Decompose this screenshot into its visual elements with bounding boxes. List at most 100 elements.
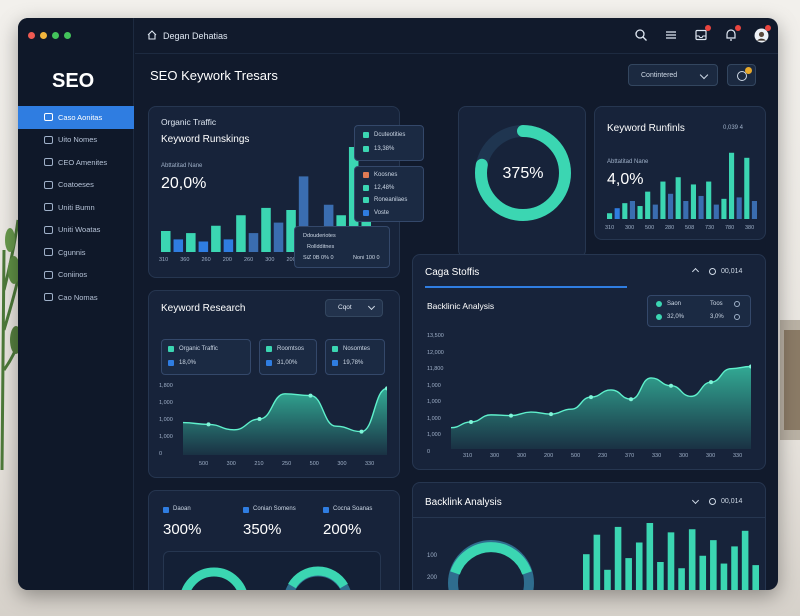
organic-metric-value: 20,0% bbox=[161, 175, 207, 192]
gauge-icon bbox=[44, 113, 53, 122]
notifications-button[interactable] bbox=[694, 25, 711, 42]
organic-1-legend-swatch bbox=[363, 132, 369, 138]
research-x-label: 500 bbox=[309, 461, 319, 467]
caga-y-label: 1,000 bbox=[427, 415, 441, 422]
extra-window-button[interactable] bbox=[64, 32, 71, 39]
backlink-bar bbox=[699, 555, 707, 590]
search-icon[interactable] bbox=[634, 28, 648, 42]
kw-rank-x-label: 508 bbox=[685, 225, 695, 231]
sidebar-item-label: CEO Amenites bbox=[58, 157, 108, 167]
sidebar-item-7[interactable]: Cgunnis bbox=[18, 241, 134, 264]
research-dropdown-value: Cqot bbox=[338, 304, 352, 311]
organic-tooltip: Ddouderiotes Rolldditnes SiZ 0B 0% 0 Non… bbox=[294, 226, 390, 268]
caga-legend-label: Saon bbox=[667, 301, 682, 307]
kw-rank-bar bbox=[729, 152, 735, 219]
kw-rank-bar bbox=[614, 208, 620, 219]
app-window: SEO Caso Aonitas Uito Nomes CEO Amenites Co… bbox=[18, 18, 778, 590]
stat-swatch bbox=[323, 507, 329, 513]
sidebar-item-6[interactable]: Uniti Woatas bbox=[18, 219, 134, 242]
organic-bar bbox=[298, 176, 309, 252]
sidebar-nav: Caso Aonitas Uito Nomes CEO Amenites Coatoe… bbox=[18, 106, 134, 309]
kw-rank-bar bbox=[629, 201, 635, 219]
settings-button[interactable] bbox=[727, 64, 756, 86]
organic-bar bbox=[223, 239, 234, 252]
research-y-label: 1,000 bbox=[159, 417, 173, 423]
organic-2-legend-label: Voste bbox=[374, 209, 390, 216]
caga-x-label: 300 bbox=[490, 453, 500, 459]
sidebar-item-label: Coatoeses bbox=[58, 180, 94, 190]
maximize-window-button[interactable] bbox=[52, 32, 59, 39]
organic-2-legend-row: Roneanilaes bbox=[363, 197, 407, 203]
stats-gauge-1 bbox=[181, 567, 247, 590]
tooltip-row-left: SiZ 0B 0% 0 bbox=[303, 255, 334, 261]
notification-badge bbox=[705, 25, 711, 31]
sidebar-item-4[interactable]: Coatoeses bbox=[18, 174, 134, 197]
sidebar-item-8[interactable]: Coniinos bbox=[18, 264, 134, 287]
view-dropdown[interactable]: Contintered bbox=[628, 64, 718, 86]
kw-rank-x-label: 500 bbox=[645, 225, 655, 231]
stat-swatch bbox=[163, 507, 169, 513]
organic-bar bbox=[348, 147, 359, 252]
tooltip-line: Rolldditnes bbox=[307, 244, 335, 250]
research-legend-label: Organic Traffic bbox=[179, 346, 218, 352]
sidebar-item-2[interactable]: Uito Nomes bbox=[18, 129, 134, 152]
kw-rank-corner: 0,039 4 bbox=[723, 125, 744, 131]
caga-data-point bbox=[469, 419, 473, 424]
research-legend-value: 18,0% bbox=[179, 360, 197, 366]
kw-rank-bar bbox=[713, 204, 719, 219]
organic-bar bbox=[261, 207, 271, 252]
research-dropdown[interactable]: Cqot bbox=[325, 299, 383, 317]
kw-rank-x-label: 380 bbox=[745, 225, 755, 231]
clock-icon bbox=[44, 203, 53, 212]
caga-x-label: 300 bbox=[517, 453, 527, 459]
caga-data-point bbox=[549, 412, 553, 417]
backlink-bar bbox=[646, 523, 654, 590]
sidebar-item-5[interactable]: Uniti Bumn bbox=[18, 196, 134, 219]
caga-area-fill bbox=[451, 366, 751, 449]
research-area-fill bbox=[183, 388, 387, 455]
breadcrumb[interactable]: Degan Dehatias bbox=[163, 31, 228, 41]
research-legend-box: Organic Traffic 18,0% bbox=[161, 339, 251, 375]
bell-icon bbox=[726, 29, 736, 41]
sidebar-item-1[interactable]: Caso Aonitas bbox=[18, 106, 134, 129]
backlink-bar bbox=[583, 554, 590, 590]
organic-1-legend-label: 13,38% bbox=[374, 146, 395, 152]
caga-data-point bbox=[749, 364, 751, 369]
sidebar-item-3[interactable]: CEO Amenites bbox=[18, 151, 134, 174]
chevron-down-icon[interactable] bbox=[691, 496, 700, 505]
caga-y-label: 12,000 bbox=[427, 349, 444, 356]
home-icon[interactable] bbox=[147, 30, 157, 40]
chevron-up-icon[interactable] bbox=[691, 267, 700, 276]
caga-legend-row: 32,0% bbox=[656, 314, 684, 320]
plant-decoration-left bbox=[0, 219, 22, 470]
research-x-label: 210 bbox=[254, 461, 264, 467]
kw-rank-title: Keyword Runfinls bbox=[607, 123, 685, 134]
organic-metric-label: Abttatitad Nane bbox=[161, 163, 203, 169]
stat-value: 350% bbox=[243, 521, 282, 538]
backlink-bar-chart bbox=[583, 523, 759, 590]
menu-icon[interactable] bbox=[664, 28, 678, 42]
organic-card-subtitle: Keyword Runskings bbox=[161, 134, 250, 145]
organic-2-legend-swatch bbox=[363, 172, 369, 178]
sidebar-item-9[interactable]: Cao Nomas bbox=[18, 286, 134, 309]
caga-legend-row: Saon bbox=[656, 301, 681, 307]
kw-rank-metric-value: 4,0% bbox=[607, 171, 644, 188]
close-window-button[interactable] bbox=[28, 32, 35, 39]
organic-1-legend-label: Dcuteotities bbox=[374, 132, 406, 138]
kw-rank-bar bbox=[660, 181, 666, 219]
caga-x-label: 310 bbox=[463, 453, 473, 459]
research-y-label: 1,800 bbox=[159, 383, 173, 389]
research-legend-box: Nosomtes 19,78% bbox=[325, 339, 385, 375]
avatar[interactable] bbox=[754, 25, 771, 43]
info-icon bbox=[734, 301, 740, 307]
doc-icon bbox=[44, 225, 53, 234]
organic-bar bbox=[173, 239, 184, 252]
caga-y-label: 11,800 bbox=[427, 366, 444, 373]
minimize-window-button[interactable] bbox=[40, 32, 47, 39]
backlink-bar bbox=[710, 540, 717, 590]
stats-gauge-2 bbox=[285, 566, 351, 590]
bell-button[interactable] bbox=[724, 25, 741, 42]
caga-stoffis-card: Caga Stoffis 00,014 Backlinic Analysis S… bbox=[412, 254, 766, 470]
backlink-bar bbox=[752, 565, 759, 590]
organic-1-legend-row: 13,38% bbox=[363, 146, 394, 152]
